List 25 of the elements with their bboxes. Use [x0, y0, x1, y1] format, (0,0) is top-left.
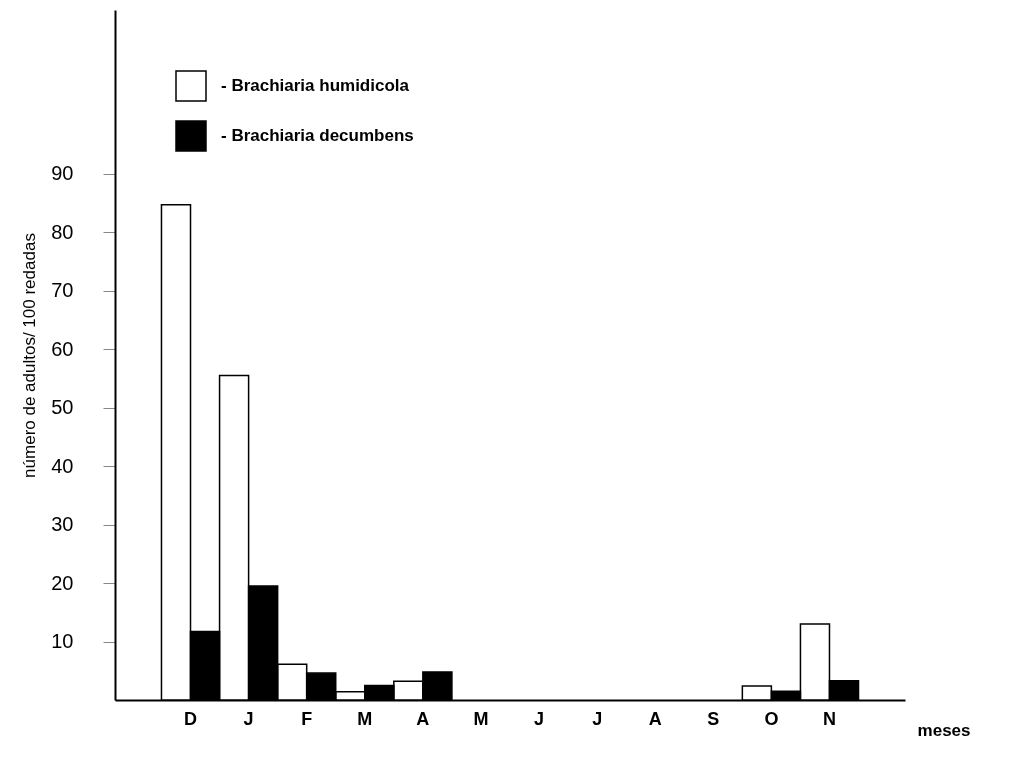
legend-label: - Brachiaria decumbens	[221, 126, 414, 145]
y-tick-label: 50	[51, 396, 74, 419]
x-tick-label: A	[648, 708, 662, 729]
y-tick-label: 20	[51, 571, 74, 594]
x-tick-label: S	[707, 708, 720, 729]
legend-label: - Brachiaria humidicola	[221, 76, 410, 95]
x-tick-label: M	[357, 708, 373, 729]
y-tick-label: 10	[51, 630, 74, 653]
x-tick-label: N	[822, 708, 836, 729]
x-tick-label: M	[473, 708, 489, 729]
x-tick-label: A	[416, 708, 430, 729]
y-tick-label: 70	[51, 279, 74, 302]
y-tick-label: 80	[51, 220, 74, 243]
y-axis-title: número de adultos/ 100 redadas	[20, 233, 40, 478]
x-tick-label: J	[592, 708, 603, 729]
x-tick-label: J	[534, 708, 545, 729]
y-tick-label: 90	[51, 162, 74, 185]
y-tick-label: 30	[51, 513, 74, 536]
y-tick-label: 40	[51, 454, 74, 477]
x-tick-label: D	[184, 708, 198, 729]
x-axis-title: meses	[917, 720, 971, 740]
x-tick-label: O	[764, 708, 779, 729]
x-tick-label: F	[301, 708, 313, 729]
y-tick-label: 60	[51, 337, 74, 360]
x-tick-label: J	[243, 708, 254, 729]
